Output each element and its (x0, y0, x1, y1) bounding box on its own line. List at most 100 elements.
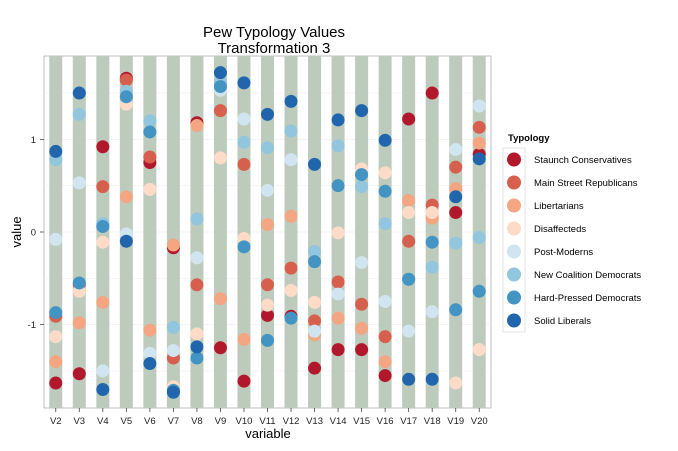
point-solid-liberals-V9 (213, 66, 227, 80)
point-main-street-republicans-V13 (308, 314, 322, 328)
point-solid-liberals-V18 (425, 372, 439, 386)
point-new-coalition-democrats-V7 (166, 320, 180, 334)
point-disaffecteds-V14 (331, 226, 345, 240)
chart-title-line-2: Transformation 3 (218, 40, 331, 57)
x-tick-label-V9: V9 (215, 416, 227, 427)
point-main-street-republicans-V20 (472, 120, 486, 134)
x-tick-label-V7: V7 (168, 416, 180, 427)
chart-title-line-1: Pew Typology Values (203, 24, 345, 41)
point-main-street-republicans-V9 (213, 104, 227, 118)
point-main-street-republicans-V14 (331, 275, 345, 289)
point-solid-liberals-V10 (237, 76, 251, 90)
point-solid-liberals-V17 (402, 372, 416, 386)
point-main-street-republicans-V17 (402, 234, 416, 248)
legend-label-7: Solid Liberals (534, 316, 591, 327)
point-post-moderns-V10 (237, 112, 251, 126)
x-tick-label-V3: V3 (73, 416, 85, 427)
point-disaffecteds-V4 (96, 235, 110, 249)
point-libertarians-V8 (190, 118, 204, 132)
x-tick-label-V4: V4 (97, 416, 109, 427)
point-post-moderns-V19 (449, 143, 463, 157)
point-solid-liberals-V3 (72, 86, 86, 100)
point-main-street-republicans-V4 (96, 180, 110, 194)
point-hard-pressed-democrats-V3 (72, 276, 86, 290)
point-solid-liberals-V13 (308, 157, 322, 171)
point-libertarians-V11 (261, 218, 274, 232)
x-tick-label-V8: V8 (191, 416, 203, 427)
legend-label-6: Hard-Pressed Democrats (534, 293, 641, 304)
point-solid-liberals-V4 (96, 382, 110, 396)
point-libertarians-V9 (213, 292, 227, 306)
point-libertarians-V15 (355, 321, 369, 335)
x-tick-label-V5: V5 (121, 416, 133, 427)
point-new-coalition-democrats-V13 (308, 244, 322, 258)
point-libertarians-V12 (284, 209, 298, 223)
point-hard-pressed-democrats-V2 (49, 306, 63, 320)
legend-key-1 (507, 175, 521, 190)
point-new-coalition-democrats-V15 (355, 180, 369, 194)
point-post-moderns-V2 (49, 232, 63, 246)
point-main-street-republicans-V6 (143, 150, 157, 164)
x-tick-label-V11: V11 (259, 416, 275, 427)
x-tick-label-V10: V10 (236, 416, 253, 427)
point-solid-liberals-V16 (378, 133, 392, 147)
category-band-V17 (402, 56, 416, 408)
point-staunch-conservatives-V10 (237, 374, 251, 388)
point-new-coalition-democrats-V11 (261, 141, 274, 155)
x-tick-label-V14: V14 (330, 416, 347, 427)
point-hard-pressed-democrats-V19 (449, 303, 463, 317)
legend-label-0: Staunch Conservatives (534, 155, 632, 166)
plot-area (43, 55, 492, 409)
point-new-coalition-democrats-V16 (378, 217, 392, 231)
legend-key-7 (507, 313, 521, 328)
x-tick-label-V2: V2 (50, 416, 62, 427)
legend-key-6 (507, 290, 521, 305)
x-tick-label-V12: V12 (283, 416, 300, 427)
point-post-moderns-V6 (143, 346, 157, 360)
point-disaffecteds-V8 (190, 327, 204, 341)
point-staunch-conservatives-V18 (425, 86, 439, 100)
point-staunch-conservatives-V3 (72, 367, 86, 381)
point-hard-pressed-democrats-V4 (96, 219, 110, 233)
point-libertarians-V16 (378, 355, 392, 369)
point-new-coalition-democrats-V10 (237, 135, 251, 149)
point-libertarians-V3 (72, 316, 86, 330)
point-post-moderns-V7 (166, 344, 180, 358)
x-tick-label-V6: V6 (144, 416, 156, 427)
point-staunch-conservatives-V11 (261, 308, 274, 322)
point-libertarians-V5 (119, 190, 133, 204)
point-hard-pressed-democrats-V13 (308, 255, 322, 269)
y-tick-label: 1 (31, 135, 36, 146)
point-staunch-conservatives-V19 (449, 206, 463, 220)
point-solid-liberals-V6 (143, 357, 157, 371)
point-post-moderns-V11 (261, 183, 274, 197)
point-staunch-conservatives-V2 (49, 376, 63, 390)
point-post-moderns-V17 (402, 324, 416, 338)
point-disaffecteds-V11 (261, 298, 274, 312)
point-solid-liberals-V5 (119, 234, 133, 248)
legend-key-box (502, 147, 526, 333)
category-band-V8 (190, 56, 204, 408)
point-solid-liberals-V12 (284, 94, 298, 108)
legend-key-2 (507, 198, 521, 213)
legend-key-3 (507, 221, 521, 236)
point-libertarians-V2 (49, 355, 63, 369)
point-hard-pressed-democrats-V6 (143, 125, 157, 139)
point-post-moderns-V14 (331, 287, 345, 301)
point-disaffecteds-V12 (284, 283, 298, 297)
point-hard-pressed-democrats-V11 (261, 333, 274, 347)
point-staunch-conservatives-V15 (355, 343, 369, 357)
point-solid-liberals-V8 (190, 340, 204, 354)
point-libertarians-V17 (402, 194, 416, 208)
legend-label-2: Libertarians (534, 201, 584, 212)
point-disaffecteds-V18 (425, 206, 439, 220)
point-hard-pressed-democrats-V9 (213, 80, 227, 94)
point-disaffecteds-V13 (308, 295, 322, 309)
point-solid-liberals-V11 (261, 107, 274, 121)
point-post-moderns-V8 (190, 251, 204, 265)
point-new-coalition-democrats-V8 (190, 212, 204, 226)
legend-title: Typology (508, 133, 550, 144)
point-solid-liberals-V19 (449, 190, 463, 204)
point-post-moderns-V13 (308, 324, 322, 338)
point-hard-pressed-democrats-V17 (402, 272, 416, 286)
